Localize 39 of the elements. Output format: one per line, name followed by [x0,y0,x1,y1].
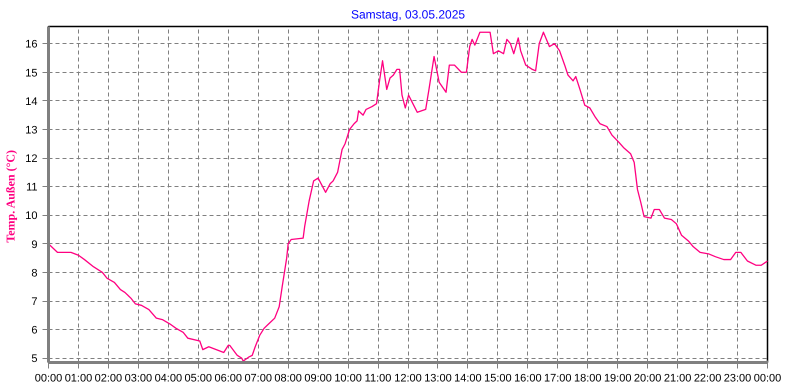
x-tick-label: 17:00 [544,372,572,384]
x-tick-label: 20:00 [634,372,662,384]
x-tick-label: 15:00 [484,372,512,384]
x-tick-label: 00:00 [754,372,782,384]
y-axis-title: Temp. Außen (°C) [3,150,18,243]
x-tick-label: 12:00 [394,372,422,384]
x-tick-label: 08:00 [274,372,302,384]
x-tick-label: 09:00 [304,372,332,384]
y-tick-label: 10 [25,210,38,222]
x-tick-label: 19:00 [604,372,632,384]
y-tick-label: 12 [25,153,38,166]
chart-title: Samstag, 03.05.2025 [350,8,466,22]
x-tick-label: 22:00 [694,372,722,384]
x-tick-label: 04:00 [154,372,182,384]
y-tick-label: 9 [31,238,38,251]
x-tick-label: 00:00 [34,372,62,384]
x-tick-label: 16:00 [514,372,542,384]
y-tick-label: 16 [25,38,38,51]
y-tick-label: 5 [31,353,38,366]
x-tick-label: 21:00 [664,372,692,384]
x-tick-label: 06:00 [214,372,242,384]
x-tick-label: 11:00 [364,372,392,384]
y-tick-label: 13 [25,124,38,136]
y-tick-label: 6 [31,324,38,337]
x-tick-label: 07:00 [244,372,272,384]
y-tick-label: 8 [31,267,38,280]
y-tick-label: 11 [26,182,38,194]
y-tick-label: 7 [31,296,38,308]
x-tick-label: 13:00 [424,372,452,384]
x-tick-label: 01:00 [64,372,92,384]
x-tick-label: 05:00 [184,372,212,384]
y-tick-label: 15 [25,67,38,80]
x-tick-label: 10:00 [334,372,362,384]
x-tick-label: 03:00 [124,372,152,384]
y-tick-label: 14 [25,96,38,108]
x-tick-label: 02:00 [94,372,122,384]
x-tick-label: 14:00 [454,372,482,384]
x-tick-label: 23:00 [724,372,752,384]
x-tick-label: 18:00 [574,372,602,384]
